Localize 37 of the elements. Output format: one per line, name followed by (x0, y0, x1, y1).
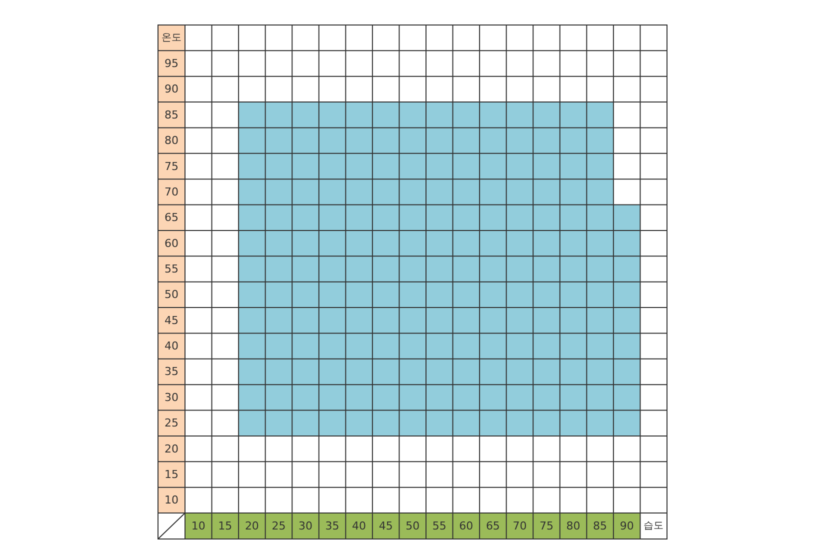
y-tick-label: 65 (164, 211, 178, 224)
x-tick-label: 40 (352, 520, 366, 532)
y-tick-label: 60 (164, 236, 178, 250)
y-tick-label: 20 (164, 442, 178, 456)
y-tick-label: 40 (164, 340, 178, 353)
y-tick-label: 10 (164, 494, 178, 507)
x-tick-label: 70 (512, 520, 527, 532)
x-tick-label: 25 (272, 520, 286, 532)
x-tick-label: 15 (218, 520, 232, 532)
y-tick-label: 80 (164, 134, 178, 148)
x-tick-label: 90 (620, 520, 634, 532)
x-tick-label: 75 (540, 520, 554, 532)
x-tick-label: 35 (325, 520, 340, 532)
x-tick-label: 20 (244, 520, 259, 532)
y-axis-title: 온도 (162, 32, 182, 44)
y-tick-label: 95 (164, 57, 178, 70)
y-tick-label: 15 (164, 468, 178, 481)
y-tick-label: 25 (164, 416, 178, 430)
y-tick-label: 35 (164, 365, 178, 378)
x-tick-label: 85 (593, 520, 608, 532)
y-tick-label: 75 (164, 160, 178, 173)
x-tick-label: 45 (378, 520, 393, 532)
y-tick-label: 90 (164, 82, 178, 96)
y-tick-label: 55 (164, 262, 178, 276)
x-tick-label: 30 (298, 520, 312, 532)
x-tick-label: 10 (191, 520, 206, 532)
y-tick-label: 70 (164, 185, 178, 198)
x-axis-title: 습도 (644, 520, 664, 532)
y-tick-label: 45 (164, 314, 178, 327)
y-tick-label: 50 (164, 288, 178, 302)
x-tick-label: 65 (486, 520, 500, 532)
x-tick-label: 50 (406, 520, 420, 532)
y-tick-label: 30 (164, 390, 178, 404)
x-tick-label: 55 (432, 520, 446, 532)
x-tick-label: 60 (459, 520, 474, 532)
y-tick-label: 85 (164, 108, 178, 122)
x-tick-label: 80 (566, 520, 580, 532)
